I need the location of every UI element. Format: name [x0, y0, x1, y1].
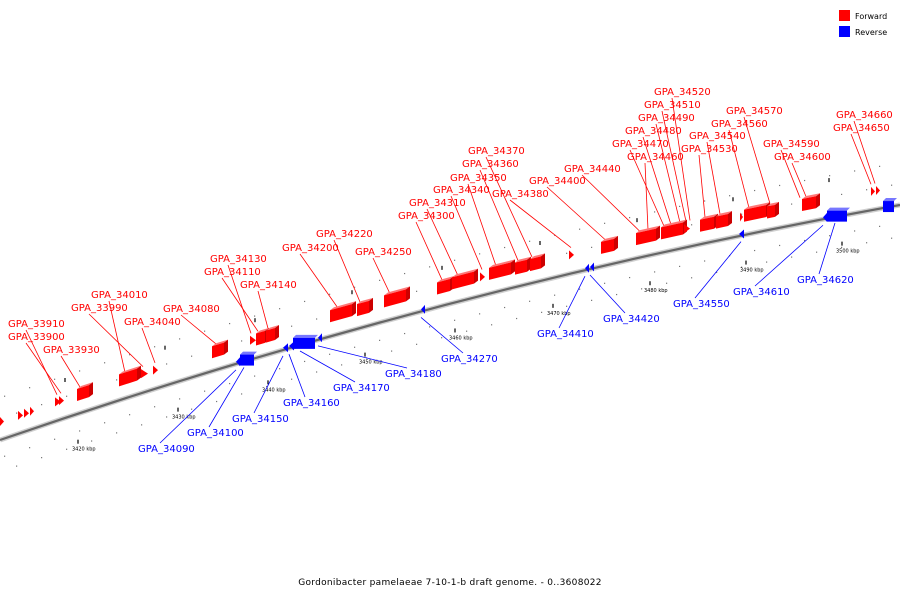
gene-label-forward: GPA_34340	[433, 185, 490, 196]
tick-label: 3450 kbp	[359, 360, 383, 366]
forward-gene-box	[18, 411, 23, 420]
gene-label-forward: GPA_34460	[627, 152, 684, 163]
gene-label-reverse: GPA_34610	[733, 287, 790, 298]
gene-label-forward: GPA_34570	[726, 106, 783, 117]
legend-forward-label: Forward	[855, 12, 887, 21]
tick-label: 3480 kbp	[644, 288, 668, 294]
gene-label-reverse: GPA_34170	[333, 383, 390, 394]
tick-label: 3490 kbp	[740, 268, 764, 274]
gene-label-forward: GPA_34540	[689, 131, 746, 142]
gene-label-forward: GPA_34010	[91, 290, 148, 301]
gene-label-forward: GPA_34400	[529, 176, 586, 187]
gene-label-reverse: GPA_34090	[138, 444, 195, 455]
tick-label: 3460 kbp	[449, 335, 473, 341]
legend-forward-swatch	[839, 10, 850, 21]
forward-gene-box	[153, 366, 158, 375]
gene-label-forward: GPA_34470	[612, 139, 669, 150]
gene-label-forward: GPA_34380	[492, 189, 549, 200]
gene-label-forward: GPA_34530	[681, 144, 738, 155]
gene-label-forward: GPA_34310	[409, 198, 466, 209]
gene-label-forward: GPA_33900	[8, 332, 65, 343]
gene-label-forward: GPA_34130	[210, 254, 267, 265]
forward-gene-box	[0, 417, 4, 426]
gene-label-forward: GPA_34250	[355, 247, 412, 258]
reverse-gene-box	[293, 335, 318, 349]
gene-label-forward: GPA_34590	[763, 139, 820, 150]
gene-label-forward: GPA_34220	[316, 229, 373, 240]
forward-gene-box	[489, 259, 515, 280]
gene-label-forward: GPA_34650	[833, 123, 890, 134]
forward-gene-box	[480, 272, 485, 281]
forward-gene-box	[871, 187, 875, 196]
legend: Forward Reverse	[839, 10, 887, 37]
gene-label-reverse: GPA_34420	[603, 314, 660, 325]
reverse-gene-box	[827, 208, 850, 222]
gene-label-forward: GPA_34600	[774, 152, 831, 163]
gene-label-reverse: GPA_34620	[797, 275, 854, 286]
gene-label-reverse: GPA_34100	[187, 428, 244, 439]
gene-label-reverse: GPA_34410	[537, 329, 594, 340]
gene-label-reverse: GPA_34270	[441, 354, 498, 365]
genome-map-canvas: 3420 kbp3430 kbp3440 kbp3450 kbp3460 kbp…	[0, 0, 900, 600]
genome-map-figure: 3420 kbp 3430 kbp 3440 kbp 3450 kbp 3460 kbp…	[0, 0, 900, 600]
forward-gene-box	[876, 186, 880, 195]
forward-gene-box	[700, 214, 718, 232]
gene-label-forward: GPA_34350	[450, 173, 507, 184]
forward-gene-box	[636, 226, 660, 246]
gene-label-forward: GPA_34560	[711, 119, 768, 130]
forward-gene-box	[802, 193, 820, 211]
gene-label-forward: GPA_34080	[163, 304, 220, 315]
gene-label-forward: GPA_34520	[654, 87, 711, 98]
gene-label-reverse: GPA_34180	[385, 369, 442, 380]
gene-label-forward: GPA_34510	[644, 100, 701, 111]
gene-label-forward: GPA_34660	[836, 110, 893, 121]
gene-label-forward: GPA_33990	[71, 303, 128, 314]
gene-label-reverse: GPA_34160	[283, 398, 340, 409]
forward-gene-box	[661, 219, 687, 239]
forward-gene-box	[569, 250, 574, 259]
gene-label-forward: GPA_34440	[564, 164, 621, 175]
gene-label-forward: GPA_33930	[43, 345, 100, 356]
legend-reverse-swatch	[839, 26, 850, 37]
gene-label-forward: GPA_34370	[468, 146, 525, 157]
forward-gene-box	[330, 301, 356, 322]
gene-label-forward: GPA_34200	[282, 243, 339, 254]
gene-label-forward: GPA_34110	[204, 267, 261, 278]
forward-gene-box	[24, 409, 29, 418]
gene-label-forward: GPA_34140	[240, 280, 297, 291]
forward-gene-box	[77, 382, 93, 401]
forward-gene-box	[141, 369, 148, 378]
forward-gene-box	[530, 253, 545, 271]
forward-gene-box	[250, 336, 256, 345]
tick-label: 3500 kbp	[836, 249, 860, 255]
forward-gene-box	[437, 276, 454, 294]
tick-label: 3420 kbp	[72, 447, 96, 453]
forward-gene-box	[30, 407, 34, 416]
gene-label-forward: GPA_34490	[638, 113, 695, 124]
gene-label-forward: GPA_34360	[462, 159, 519, 170]
gene-label-forward: GPA_33910	[8, 319, 65, 330]
gene-label-reverse: GPA_34150	[232, 414, 289, 425]
forward-gene-box	[716, 211, 732, 229]
legend-reverse-label: Reverse	[855, 28, 887, 37]
gene-label-reverse: GPA_34550	[673, 299, 730, 310]
gene-label-forward: GPA_34480	[625, 126, 682, 137]
forward-gene-box	[119, 366, 141, 387]
gene-label-forward: GPA_34040	[124, 317, 181, 328]
figure-caption: Gordonibacter pamelaeae 7-10-1-b draft g…	[0, 578, 900, 588]
forward-gene-box	[59, 396, 64, 405]
gene-label-forward: GPA_34300	[398, 211, 455, 222]
